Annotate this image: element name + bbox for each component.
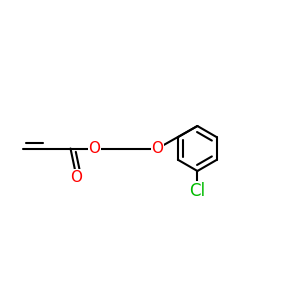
Text: O: O [152, 141, 164, 156]
Text: O: O [88, 141, 101, 156]
Text: Cl: Cl [189, 182, 206, 200]
Text: O: O [70, 169, 83, 184]
